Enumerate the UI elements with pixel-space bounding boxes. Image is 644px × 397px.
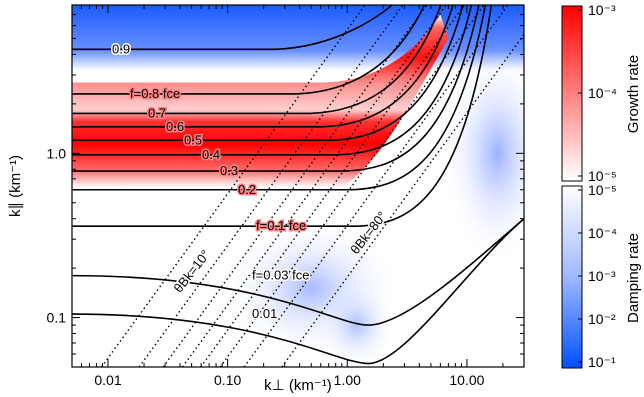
- contour-label: 0.01: [252, 306, 277, 321]
- plot-area: 0.9 f=0.8 fce 0.70.60.50.40.30.2 f=0.1 fce f…: [72, 5, 524, 367]
- frequency-contour: [72, 5, 442, 115]
- colorbar-tick-label: 10⁻⁵: [588, 182, 617, 198]
- damping-colorbar-ticks: 10⁻⁵ 10⁻⁴ 10⁻³ 10⁻² 10⁻¹: [578, 182, 617, 370]
- growth-colorbar: 10⁻³ 10⁻⁴ 10⁻⁵ Growth rate: [561, 2, 642, 184]
- x-tick-label: 0.01: [94, 372, 121, 388]
- y-axis-label: k∥ (km⁻¹): [7, 155, 24, 217]
- growth-colorbar-ticks: 10⁻³ 10⁻⁴ 10⁻⁵: [578, 2, 617, 184]
- contour-label: 0.3: [220, 163, 238, 178]
- y-axis: 0.1 1.0: [47, 4, 524, 368]
- frequency-contour: [72, 5, 480, 172]
- damping-colorbar: 10⁻⁵ 10⁻⁴ 10⁻³ 10⁻² 10⁻¹ Damping rate: [561, 182, 642, 370]
- contour-label: f=0.8 fce: [130, 86, 180, 101]
- growth-region: [72, 14, 449, 188]
- colorbar-tick-label: 10⁻⁵: [588, 168, 617, 184]
- colorbar-tick-label: 10⁻³: [588, 268, 616, 284]
- contour-label: 0.9: [112, 41, 130, 56]
- frequency-contour: [72, 5, 454, 128]
- y-tick-label: 0.1: [47, 310, 67, 326]
- frequency-contour: [72, 5, 464, 142]
- contour-label: 0.7: [148, 105, 166, 120]
- x-axis-label: k⊥ (km⁻¹): [264, 377, 332, 394]
- x-tick-label: 1.00: [334, 372, 361, 388]
- contour-label: 0.2: [238, 182, 256, 197]
- frequency-contour: [72, 5, 493, 227]
- contour-label: 0.6: [166, 119, 184, 134]
- plot-frame: [71, 4, 525, 368]
- contour-label: 0.5: [184, 132, 202, 147]
- colorbar-tick-label: 10⁻³: [588, 2, 616, 18]
- x-axis: 0.01 0.10 1.00 10.00: [71, 5, 525, 388]
- frequency-contour: [72, 218, 524, 326]
- contour-label: 0.4: [202, 147, 220, 162]
- frequency-contour: [72, 218, 524, 365]
- growth-colorbar-title: Growth rate: [625, 55, 642, 133]
- colorbar-tick-label: 10⁻⁴: [588, 225, 617, 241]
- damping-region-right: [442, 43, 524, 264]
- x-tick-label: 0.10: [214, 372, 241, 388]
- damping-region-top: [72, 5, 524, 71]
- frequency-contour: [72, 5, 426, 95]
- y-tick-label: 1.0: [47, 145, 67, 161]
- damping-colorbar-title: Damping rate: [625, 233, 642, 323]
- frequency-contours: [72, 5, 524, 365]
- colorbar-tick-label: 10⁻¹: [588, 354, 616, 370]
- damping-colorbar-gradient: [561, 185, 583, 369]
- contour-label: f=0.1 fce: [256, 218, 306, 233]
- frequency-contour: [72, 5, 394, 51]
- damping-region-lower: [316, 280, 397, 367]
- colorbar-tick-label: 10⁻²: [588, 311, 616, 327]
- frequency-contour: [72, 5, 487, 191]
- x-tick-label: 10.00: [449, 372, 484, 388]
- frequency-contour: [72, 5, 473, 156]
- colorbar-tick-label: 10⁻⁴: [588, 85, 617, 101]
- contour-label: f=0.03 fce: [252, 268, 309, 283]
